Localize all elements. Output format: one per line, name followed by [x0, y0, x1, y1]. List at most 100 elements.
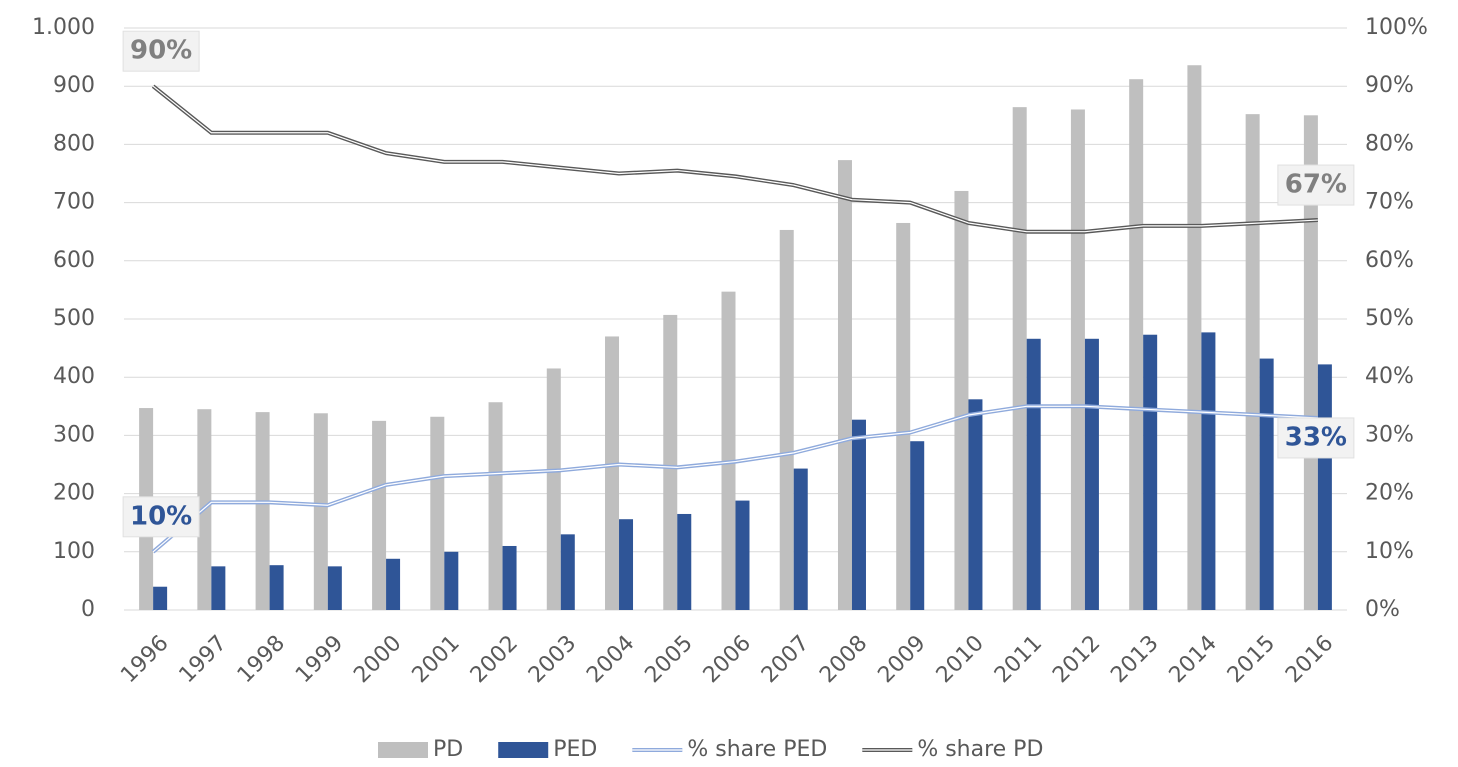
- bar: [560, 534, 575, 610]
- y2-tick-label: 30%: [1365, 422, 1414, 447]
- bar: [1129, 79, 1144, 610]
- bar: [1201, 332, 1216, 610]
- y2-tick-label: 80%: [1365, 131, 1414, 156]
- y-tick-label: 0: [81, 597, 95, 622]
- x-tick-label: 2014: [1165, 631, 1222, 688]
- y-tick-label: 700: [53, 190, 95, 215]
- bar: [430, 416, 445, 610]
- legend-label: PD: [433, 737, 463, 762]
- y2-tick-label: 50%: [1365, 306, 1414, 331]
- bar: [605, 336, 620, 610]
- bar: [1084, 338, 1099, 610]
- x-tick-label: 1997: [175, 631, 232, 688]
- legend-label: % share PED: [687, 737, 827, 762]
- bar: [1026, 338, 1041, 610]
- bar: [1012, 107, 1027, 610]
- y-tick-label: 400: [53, 364, 95, 389]
- x-tick-label: 2011: [990, 631, 1047, 688]
- legend-swatch: [498, 742, 549, 758]
- bar: [910, 441, 925, 610]
- bar: [1070, 109, 1085, 610]
- line: [151, 84, 1318, 234]
- x-tick-label: 2007: [757, 631, 814, 688]
- bar: [1303, 115, 1318, 611]
- y-tick-label: 600: [53, 248, 95, 273]
- x-tick-label: 2016: [1281, 631, 1338, 688]
- x-tick-label: 2002: [466, 631, 523, 688]
- bar: [502, 545, 517, 610]
- x-tick-label: 2010: [932, 631, 989, 688]
- y-tick-label: 100: [53, 539, 95, 564]
- bar: [488, 402, 503, 610]
- y2-tick-label: 0%: [1365, 597, 1400, 622]
- y-tick-label: 900: [53, 73, 95, 98]
- bar: [1143, 334, 1158, 610]
- bar: [211, 566, 226, 610]
- bar: [954, 190, 969, 610]
- bar: [896, 222, 911, 610]
- data-label: 10%: [130, 501, 192, 531]
- x-tick-label: 2008: [815, 631, 872, 688]
- y-tick-label: 200: [53, 481, 95, 506]
- legend-label: % share PD: [917, 737, 1043, 762]
- y2-tick-label: 90%: [1365, 73, 1414, 98]
- x-tick-label: 2003: [524, 631, 581, 688]
- y-tick-label: 800: [53, 131, 95, 156]
- y2-tick-label: 10%: [1365, 539, 1414, 564]
- data-label: 90%: [130, 36, 192, 66]
- data-label: 67%: [1285, 170, 1347, 200]
- data-label: 33%: [1285, 422, 1347, 452]
- bar: [153, 586, 168, 610]
- bar: [663, 314, 678, 610]
- bar: [1245, 114, 1260, 611]
- bar: [1259, 358, 1274, 610]
- x-tick-label: 2006: [699, 631, 756, 688]
- bar: [255, 412, 270, 610]
- y2-tick-label: 70%: [1365, 190, 1414, 215]
- x-tick-label: 2000: [349, 631, 406, 688]
- legend-label: PED: [553, 737, 597, 762]
- bar: [779, 229, 794, 611]
- data-label-box: [122, 496, 200, 538]
- x-tick-label: 2009: [873, 631, 930, 688]
- bar: [313, 413, 328, 610]
- bar: [968, 399, 983, 610]
- x-tick-label: 2015: [1223, 631, 1280, 688]
- bar: [269, 565, 284, 610]
- bar: [677, 513, 692, 610]
- y2-tick-label: 100%: [1365, 15, 1428, 40]
- y-tick-label: 500: [53, 306, 95, 331]
- x-tick-label: 2004: [582, 631, 639, 688]
- bar: [619, 519, 634, 610]
- y2-tick-label: 40%: [1365, 364, 1414, 389]
- bar: [735, 500, 750, 610]
- data-label-box: [1277, 164, 1355, 206]
- y2-tick-label: 60%: [1365, 248, 1414, 273]
- data-label-box: [122, 30, 200, 72]
- legend-swatch: [378, 742, 428, 758]
- line-highlight: [152, 405, 1318, 553]
- line-highlight: [152, 85, 1318, 233]
- bar: [837, 160, 852, 610]
- x-tick-label: 2012: [1048, 631, 1105, 688]
- x-tick-label: 1999: [291, 631, 348, 688]
- bar: [546, 368, 561, 610]
- x-tick-label: 1996: [116, 631, 173, 688]
- bar: [327, 566, 342, 610]
- y-tick-label: 300: [53, 422, 95, 447]
- x-tick-label: 1998: [233, 631, 290, 688]
- bar: [1317, 364, 1332, 610]
- x-tick-label: 2005: [640, 631, 697, 688]
- x-tick-label: 2001: [408, 631, 465, 688]
- bar: [1187, 65, 1202, 611]
- bar: [851, 419, 866, 610]
- bar: [721, 291, 736, 610]
- bar: [372, 420, 387, 610]
- bar: [444, 551, 459, 610]
- data-label-box: [1277, 417, 1355, 459]
- y2-tick-label: 20%: [1365, 481, 1414, 506]
- bar: [793, 468, 808, 610]
- bar: [386, 558, 401, 610]
- x-tick-label: 2013: [1106, 631, 1163, 688]
